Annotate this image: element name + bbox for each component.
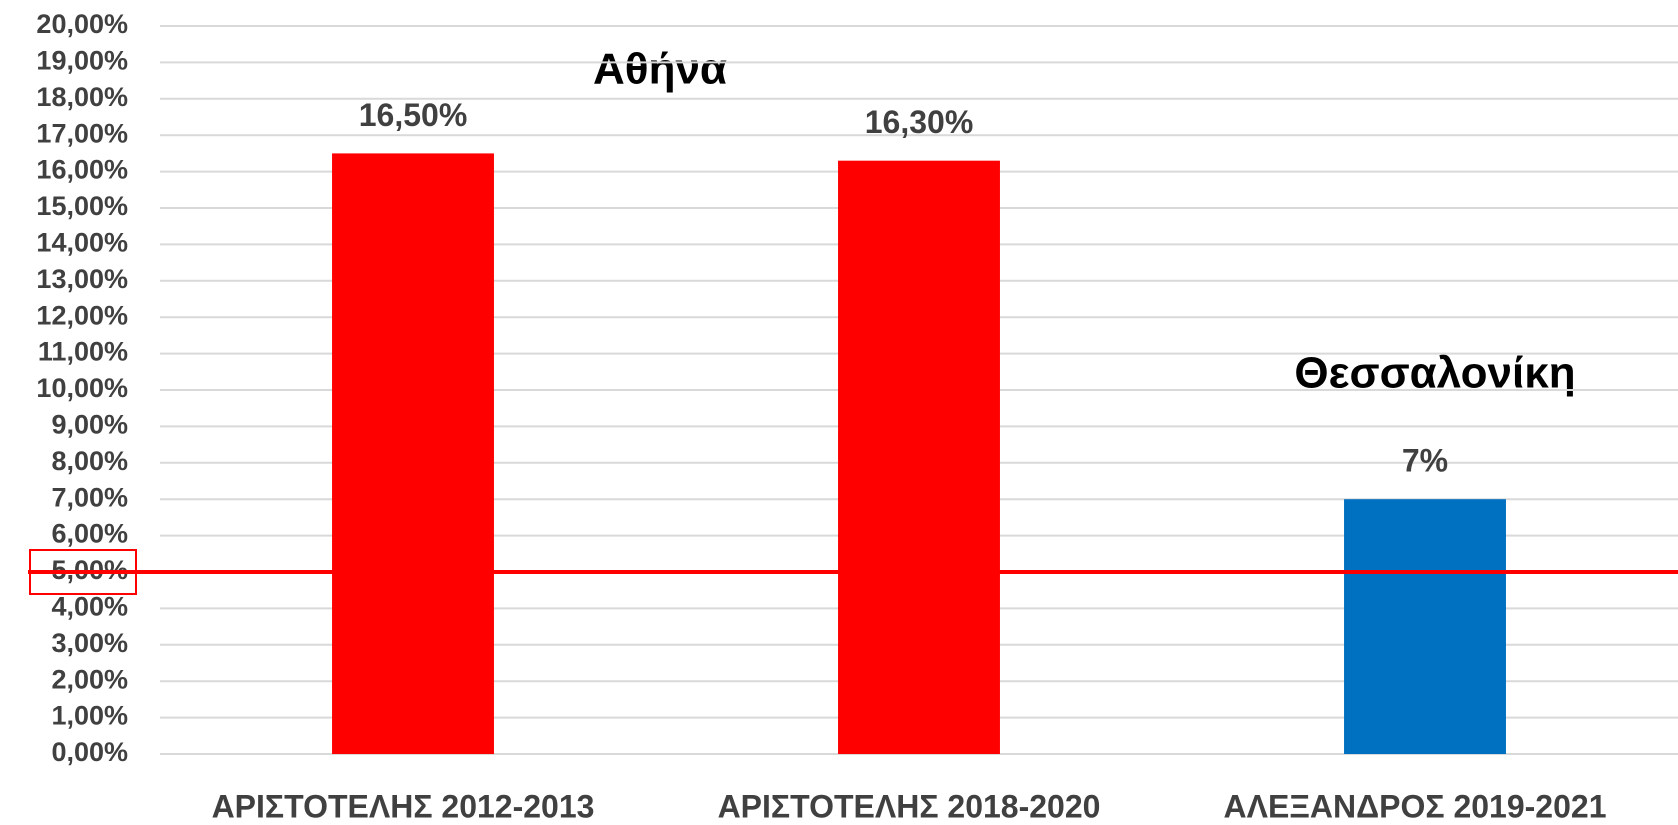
y-tick-label: 0,00% <box>51 737 128 767</box>
value-label: 16,30% <box>865 104 974 140</box>
reference-highlight <box>29 549 137 595</box>
y-tick-label: 10,00% <box>36 373 128 403</box>
y-tick-label: 12,00% <box>36 300 128 330</box>
y-tick-label: 20,00% <box>36 9 128 39</box>
bar <box>838 160 1000 754</box>
x-tick-label: ΑΡΙΣΤΟΤΕΛΗΣ 2018-2020 <box>718 788 1101 824</box>
y-tick-label: 9,00% <box>51 410 128 440</box>
y-tick-label: 15,00% <box>36 191 128 221</box>
y-tick-label: 1,00% <box>51 701 128 731</box>
bar <box>1344 499 1506 754</box>
y-tick-label: 18,00% <box>36 82 128 112</box>
y-tick-label: 19,00% <box>36 46 128 76</box>
y-tick-label: 8,00% <box>51 446 128 476</box>
x-tick-label: ΑΛΕΞΑΝΔΡΟΣ 2019-2021 <box>1224 788 1607 824</box>
y-tick-label: 7,00% <box>51 482 128 512</box>
y-tick-label: 11,00% <box>38 337 128 367</box>
y-tick-label: 14,00% <box>36 228 128 258</box>
y-tick-label: 6,00% <box>51 519 128 549</box>
y-tick-label: 16,00% <box>36 155 128 185</box>
annotation: Αθήνα <box>593 45 727 94</box>
bar <box>332 153 494 754</box>
y-tick-label: 4,00% <box>51 592 128 622</box>
y-tick-label: 17,00% <box>36 118 128 148</box>
value-label: 16,50% <box>359 97 468 133</box>
y-tick-label: 3,00% <box>51 628 128 658</box>
y-tick-label: 13,00% <box>36 264 128 294</box>
x-tick-label: ΑΡΙΣΤΟΤΕΛΗΣ 2012-2013 <box>212 788 595 824</box>
value-label: 7% <box>1402 443 1448 479</box>
y-tick-label: 2,00% <box>51 664 128 694</box>
